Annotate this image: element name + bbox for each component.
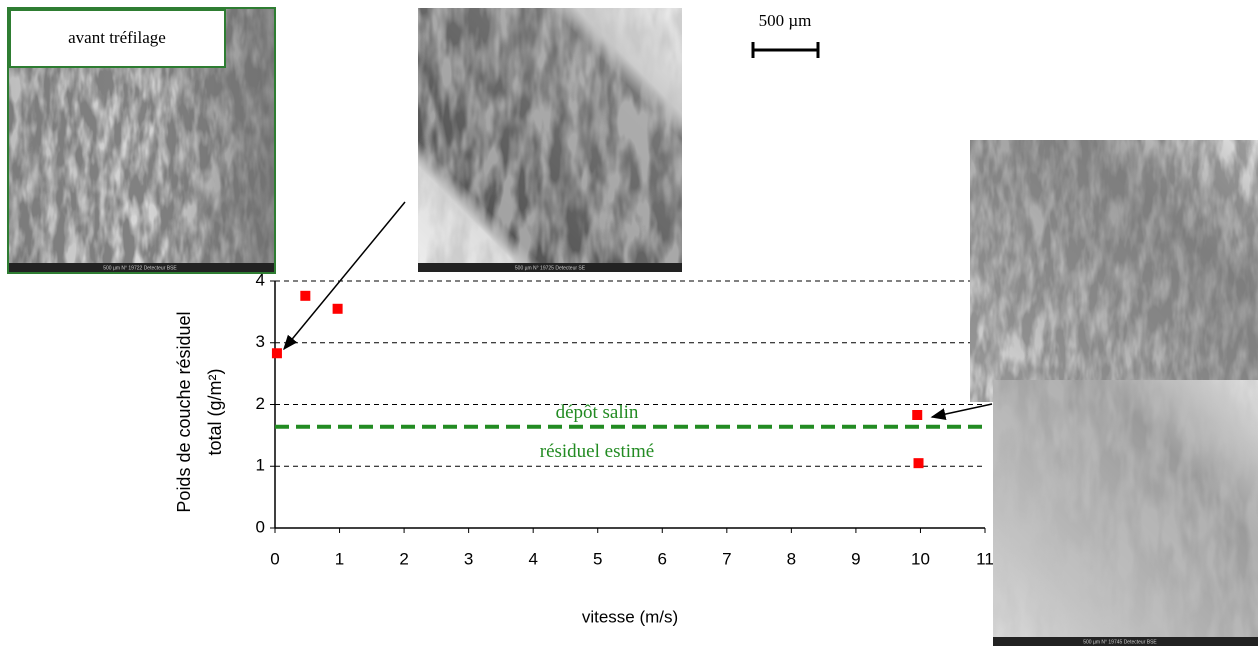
image-caption: 500 µm N° 19722 Detecteur BSE (103, 265, 177, 271)
x-tick-label: 3 (464, 549, 473, 568)
x-tick-label: 11 (976, 549, 994, 568)
data-point (332, 303, 343, 314)
data-point (271, 348, 282, 359)
image-label: avant tréfilage (68, 28, 166, 47)
data-point (912, 409, 923, 420)
x-tick-label: 9 (851, 549, 860, 568)
x-tick-label: 8 (787, 549, 796, 568)
micrograph (970, 140, 1258, 402)
x-tick-label: 6 (658, 549, 667, 568)
x-tick-label: 0 (270, 549, 279, 568)
chart: 0 1 2 3 4 0 1 2 3 4 5 6 7 8 9 10 11 vitesse (m/s) Poids de… (174, 270, 994, 626)
annotation: résiduel estimé (540, 441, 655, 462)
x-tick-label: 2 (399, 549, 408, 568)
x-tick-label: 1 (335, 549, 344, 568)
x-tick-label: 5 (593, 549, 602, 568)
scale-bar-label: 500 µm (759, 11, 812, 30)
annotation: dépôt salin (556, 402, 639, 423)
y-axis-label: total (g/m²) (205, 368, 225, 455)
x-tick-label: 10 (911, 549, 930, 568)
x-tick-label: 7 (722, 549, 731, 568)
arrow (930, 403, 993, 421)
scale-bar (751, 42, 820, 58)
y-tick-label: 2 (256, 394, 265, 413)
x-tick-label: 4 (528, 549, 537, 568)
y-tick-label: 4 (256, 270, 265, 289)
y-tick-label: 1 (256, 456, 265, 475)
micrograph: 500 µm N° 19725 Detecteur SE (418, 8, 682, 272)
data-point (913, 458, 924, 469)
micrograph: avant tréfilage 500 µm N° 19722 Detecteu… (7, 7, 276, 274)
y-tick-label: 0 (256, 517, 265, 536)
arrow (283, 201, 406, 351)
y-axis-label: Poids de couche résiduel (174, 311, 194, 512)
y-tick-label: 3 (256, 332, 265, 351)
image-caption: 500 µm N° 19745 Detecteur BSE (1083, 639, 1157, 645)
image-caption: 500 µm N° 19725 Detecteur SE (515, 265, 586, 271)
data-point (300, 290, 311, 301)
x-axis-label: vitesse (m/s) (582, 607, 678, 626)
micrograph: 500 µm N° 19745 Detecteur BSE (993, 380, 1258, 646)
